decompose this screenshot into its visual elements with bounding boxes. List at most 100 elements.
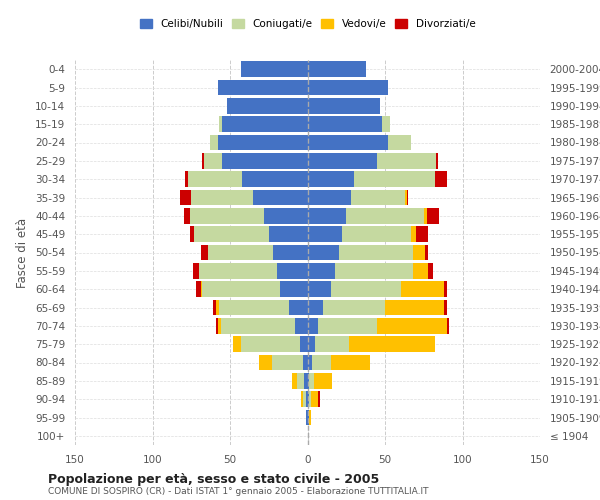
Bar bbox=[331, 354, 370, 370]
Bar bbox=[184, 208, 190, 224]
Bar bbox=[308, 62, 367, 77]
Bar bbox=[202, 153, 203, 168]
Bar bbox=[289, 300, 308, 316]
Bar bbox=[274, 244, 308, 260]
Bar bbox=[218, 134, 308, 150]
Bar bbox=[264, 208, 308, 224]
Bar bbox=[241, 336, 300, 352]
Bar bbox=[436, 153, 438, 168]
Bar bbox=[385, 300, 444, 316]
Bar bbox=[304, 373, 308, 388]
Bar bbox=[315, 336, 349, 352]
Bar bbox=[213, 300, 216, 316]
Bar bbox=[309, 410, 311, 426]
Bar bbox=[280, 282, 308, 297]
Bar bbox=[295, 318, 308, 334]
Bar bbox=[351, 190, 405, 206]
Bar bbox=[303, 354, 308, 370]
Text: COMUNE DI SOSPIRO (CR) - Dati ISTAT 1° gennaio 2005 - Elaborazione TUTTITALIA.IT: COMUNE DI SOSPIRO (CR) - Dati ISTAT 1° g… bbox=[48, 488, 428, 496]
Bar bbox=[427, 208, 439, 224]
Bar bbox=[185, 172, 188, 187]
Bar bbox=[308, 354, 312, 370]
Bar bbox=[272, 354, 303, 370]
Bar bbox=[308, 392, 309, 407]
Bar bbox=[308, 282, 331, 297]
Bar bbox=[416, 226, 428, 242]
Bar bbox=[425, 244, 428, 260]
Bar bbox=[349, 336, 434, 352]
Bar bbox=[208, 244, 274, 260]
Bar bbox=[308, 98, 380, 114]
Bar bbox=[222, 116, 308, 132]
Bar bbox=[200, 282, 202, 297]
Bar bbox=[319, 318, 377, 334]
Bar bbox=[311, 392, 319, 407]
Bar bbox=[308, 410, 309, 426]
Bar bbox=[181, 190, 191, 206]
Bar bbox=[218, 318, 221, 334]
Bar bbox=[308, 153, 377, 168]
Bar bbox=[306, 410, 308, 426]
Bar bbox=[188, 172, 242, 187]
Bar bbox=[218, 80, 308, 96]
Bar bbox=[301, 392, 303, 407]
Bar bbox=[405, 190, 407, 206]
Bar bbox=[193, 263, 199, 278]
Bar bbox=[216, 300, 219, 316]
Bar bbox=[314, 373, 332, 388]
Bar bbox=[308, 134, 388, 150]
Bar bbox=[412, 226, 416, 242]
Bar bbox=[199, 263, 277, 278]
Bar bbox=[428, 263, 433, 278]
Bar bbox=[319, 392, 320, 407]
Bar bbox=[447, 318, 449, 334]
Bar bbox=[308, 116, 382, 132]
Bar bbox=[203, 153, 222, 168]
Bar bbox=[308, 244, 338, 260]
Y-axis label: Fasce di età: Fasce di età bbox=[16, 218, 29, 288]
Bar bbox=[308, 172, 354, 187]
Bar bbox=[306, 392, 308, 407]
Bar bbox=[222, 153, 308, 168]
Bar bbox=[296, 373, 304, 388]
Bar bbox=[277, 263, 308, 278]
Bar bbox=[241, 62, 308, 77]
Text: Popolazione per età, sesso e stato civile - 2005: Popolazione per età, sesso e stato civil… bbox=[48, 472, 379, 486]
Bar bbox=[210, 134, 218, 150]
Bar bbox=[346, 208, 424, 224]
Bar bbox=[308, 208, 346, 224]
Bar bbox=[190, 208, 264, 224]
Bar bbox=[388, 134, 412, 150]
Bar bbox=[308, 226, 341, 242]
Bar bbox=[308, 190, 351, 206]
Bar bbox=[308, 263, 335, 278]
Bar bbox=[308, 336, 315, 352]
Bar bbox=[202, 282, 280, 297]
Bar bbox=[194, 226, 269, 242]
Bar bbox=[190, 226, 194, 242]
Bar bbox=[269, 226, 308, 242]
Bar bbox=[413, 244, 425, 260]
Bar bbox=[323, 300, 385, 316]
Bar bbox=[382, 116, 389, 132]
Bar bbox=[308, 318, 319, 334]
Bar bbox=[292, 373, 296, 388]
Bar bbox=[259, 354, 272, 370]
Bar bbox=[309, 373, 314, 388]
Bar bbox=[200, 244, 208, 260]
Bar bbox=[308, 373, 309, 388]
Bar bbox=[444, 300, 447, 316]
Bar bbox=[300, 336, 308, 352]
Bar bbox=[338, 244, 413, 260]
Bar bbox=[331, 282, 401, 297]
Bar bbox=[303, 392, 306, 407]
Bar bbox=[309, 392, 311, 407]
Bar bbox=[191, 190, 253, 206]
Bar bbox=[253, 190, 308, 206]
Bar bbox=[308, 80, 388, 96]
Bar bbox=[233, 336, 241, 352]
Bar bbox=[219, 300, 289, 316]
Bar bbox=[413, 263, 428, 278]
Bar bbox=[434, 172, 447, 187]
Bar bbox=[227, 98, 308, 114]
